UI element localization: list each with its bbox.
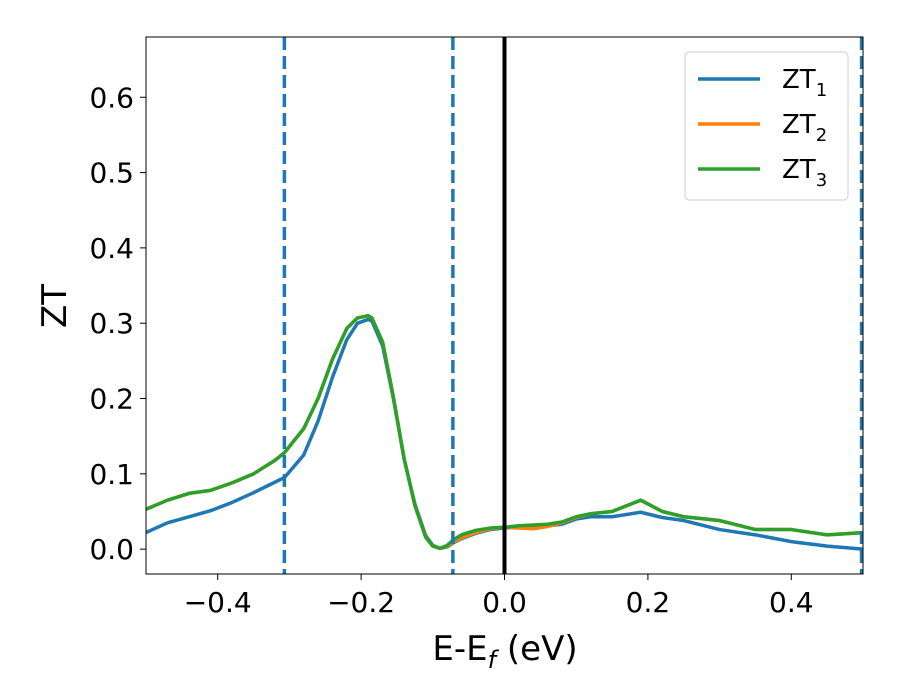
plot-area <box>146 37 863 574</box>
y-tick-label: 0.3 <box>89 307 134 340</box>
axis-ticks: −0.4 −0.2 0.0 0.2 0.4 0.0 0.1 0.2 0.3 0.4 0.5 0.6 <box>89 81 813 619</box>
x-tick-label: 0.0 <box>482 586 527 619</box>
y-tick-label: 0.4 <box>89 232 134 265</box>
series-line-3 <box>146 313 863 551</box>
legend: ZT1 ZT2 ZT3 <box>684 51 849 201</box>
y-tick-label: 0.6 <box>89 81 134 114</box>
x-tick-label: −0.4 <box>184 586 252 619</box>
x-tick-label: 0.4 <box>769 586 814 619</box>
y-tick-label: 0.1 <box>89 458 134 491</box>
legend-label-1: ZT1 <box>782 65 827 101</box>
y-tick-label: 0.0 <box>89 533 134 566</box>
x-tick-label: 0.2 <box>626 586 671 619</box>
legend-label-2: ZT2 <box>782 110 827 146</box>
y-axis-label: ZT <box>35 284 75 328</box>
x-tick-label: −0.2 <box>327 586 395 619</box>
legend-box <box>684 51 849 201</box>
legend-label-3: ZT3 <box>782 155 827 191</box>
y-tick-label: 0.5 <box>89 157 134 190</box>
y-tick-label: 0.2 <box>89 383 134 416</box>
x-axis-label: E-Ef (eV) <box>432 629 577 674</box>
